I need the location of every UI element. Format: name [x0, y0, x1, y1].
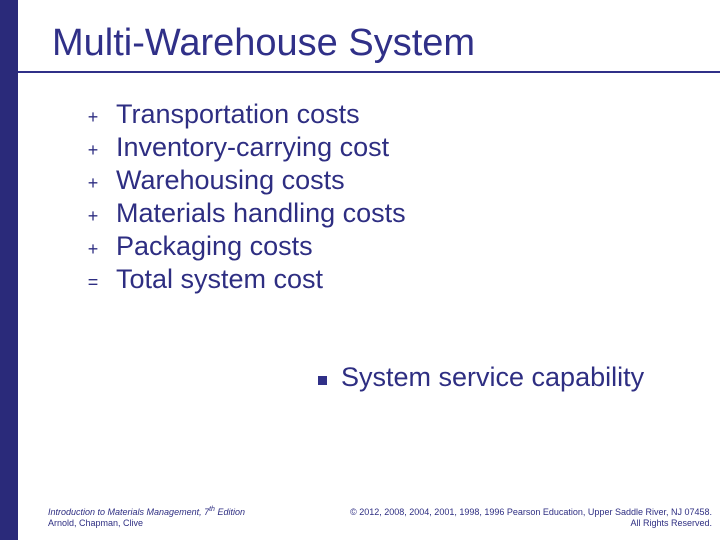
footer-right: © 2012, 2008, 2004, 2001, 1998, 1996 Pea…	[350, 507, 712, 530]
sub-bullet-text: System service capability	[341, 362, 644, 393]
operator-plus: +	[76, 101, 110, 128]
cost-label: Inventory-carrying cost	[116, 132, 389, 163]
cost-label: Warehousing costs	[116, 165, 345, 196]
slide-content: Multi-Warehouse System + Transportation …	[18, 0, 720, 540]
authors: Arnold, Chapman, Clive	[48, 518, 245, 530]
cost-label: Materials handling costs	[116, 198, 406, 229]
operator-plus: +	[76, 167, 110, 194]
cost-row: + Materials handling costs	[76, 198, 720, 229]
footer: Introduction to Materials Management, 7t…	[48, 505, 712, 530]
cost-label: Packaging costs	[116, 231, 313, 262]
cost-label: Transportation costs	[116, 99, 360, 130]
footer-left: Introduction to Materials Management, 7t…	[48, 505, 245, 530]
sub-bullet: System service capability	[318, 362, 644, 393]
cost-row: + Packaging costs	[76, 231, 720, 262]
operator-equals: =	[76, 266, 110, 293]
slide-title: Multi-Warehouse System	[52, 22, 720, 65]
book-title: Introduction to Materials Management,	[48, 507, 204, 517]
title-underline	[18, 71, 720, 73]
rights-line: All Rights Reserved.	[350, 518, 712, 530]
edition-word: Edition	[215, 507, 245, 517]
copyright-line: © 2012, 2008, 2004, 2001, 1998, 1996 Pea…	[350, 507, 712, 519]
square-bullet-icon	[318, 376, 327, 385]
operator-plus: +	[76, 134, 110, 161]
cost-row: + Transportation costs	[76, 99, 720, 130]
cost-row: + Warehousing costs	[76, 165, 720, 196]
book-reference: Introduction to Materials Management, 7t…	[48, 505, 245, 519]
cost-row: + Inventory-carrying cost	[76, 132, 720, 163]
cost-label: Total system cost	[116, 264, 323, 295]
operator-plus: +	[76, 200, 110, 227]
cost-list: + Transportation costs + Inventory-carry…	[76, 99, 720, 295]
operator-plus: +	[76, 233, 110, 260]
cost-row: = Total system cost	[76, 264, 720, 295]
left-accent-bar	[0, 0, 18, 540]
